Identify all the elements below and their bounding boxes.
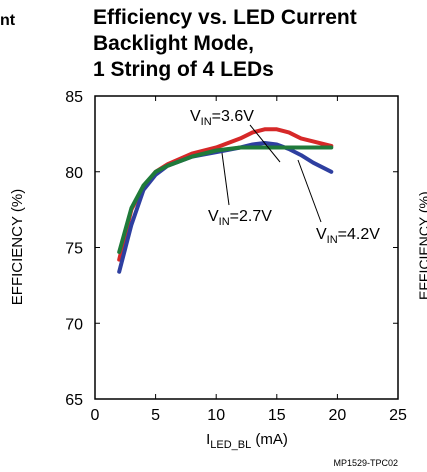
cropped-neighbor-title: nt — [0, 12, 16, 29]
y-axis-label: EFFICIENCY (%) — [9, 189, 26, 305]
y-tick-label: 70 — [65, 316, 83, 333]
annotation-layer: VIN=3.6V VIN=2.7V VIN=4.2V — [190, 108, 380, 246]
figure-id: MP1529-TPC02 — [333, 458, 398, 468]
x-tick-label: 5 — [151, 407, 160, 424]
y-tick-label: 75 — [65, 241, 83, 258]
x-tick-label: 20 — [329, 407, 347, 424]
leader-line-2-7v — [221, 152, 230, 206]
plot-frame — [94, 95, 399, 400]
x-tick-label: 0 — [91, 407, 100, 424]
y-tick-label: 65 — [65, 392, 83, 409]
annotation-vin-2-7v: VIN=2.7V — [208, 208, 272, 228]
plot-area — [94, 95, 399, 400]
chart-title-line-3: 1 String of 4 LEDs — [93, 58, 274, 81]
annotation-vin-4-2v: VIN=4.2V — [316, 226, 380, 246]
x-axis-label: ILED_BL (mA) — [206, 431, 288, 451]
y-tick-label: 85 — [65, 89, 83, 106]
y-tick-label: 80 — [65, 165, 83, 182]
x-tick-label: 15 — [268, 407, 286, 424]
leader-line-3-6v — [249, 124, 281, 163]
series-line-1 — [117, 141, 334, 274]
chart-title-line-2: Backlight Mode, — [93, 32, 255, 55]
annotation-vin-3-6v: VIN=3.6V — [190, 108, 254, 128]
leader-line-4-2v — [297, 159, 322, 223]
x-tick-label: 25 — [389, 407, 407, 424]
x-tick-label: 10 — [207, 407, 225, 424]
series-line-2 — [117, 145, 334, 254]
tick-layer: 0 5 10 15 20 25 85 80 75 70 65 — [65, 89, 407, 424]
series-layer — [117, 127, 334, 274]
chart-title-line-1: Efficiency vs. LED Current — [93, 6, 357, 29]
